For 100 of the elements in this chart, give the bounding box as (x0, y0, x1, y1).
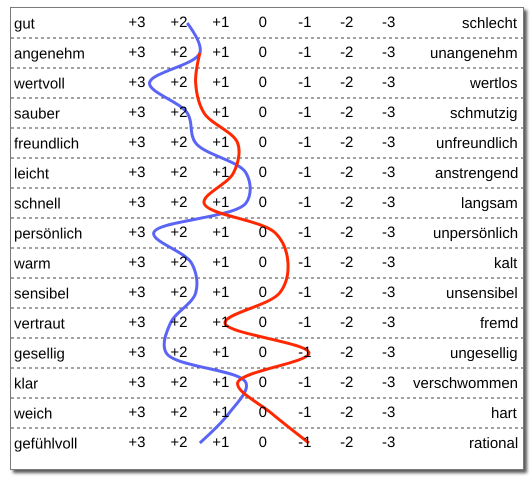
text: 0 (258, 374, 267, 391)
text: +2 (170, 194, 188, 211)
text: -1 (298, 254, 312, 271)
text: +1 (212, 134, 230, 151)
y2-tick-label: schlecht (462, 15, 518, 32)
x-tick-label: -2 (340, 14, 354, 31)
text: +2 (170, 224, 188, 241)
y2-tick-label: ungesellig (450, 345, 518, 362)
y2-tick-label: hart (491, 405, 518, 422)
text: +2 (170, 374, 188, 391)
text: -2 (340, 344, 354, 361)
text: -3 (382, 314, 396, 331)
text: +3 (128, 404, 146, 421)
y-tick-label: klar (14, 375, 38, 392)
text: -3 (382, 104, 396, 121)
text: 0 (258, 224, 267, 241)
text: 0 (258, 404, 267, 421)
text: +2 (170, 164, 188, 181)
text: +1 (212, 44, 230, 61)
y2-tick-label: unpersönlich (433, 225, 518, 242)
y2-tick-label: rational (469, 435, 518, 452)
text: +2 (170, 404, 188, 421)
text: -2 (340, 284, 354, 301)
text: +3 (128, 104, 146, 121)
text: -1 (298, 104, 312, 121)
x-tick-label: +3 (128, 14, 146, 31)
text: -2 (340, 434, 354, 451)
y-tick-label: persönlich (14, 225, 82, 242)
y2-tick-label: verschwommen (413, 375, 518, 392)
text: -1 (298, 164, 312, 181)
text: -1 (298, 224, 312, 241)
text: -2 (340, 224, 354, 241)
text: -3 (382, 254, 396, 271)
x-tick-label: 0 (258, 14, 267, 31)
y2-tick-label: unsensibel (446, 285, 518, 302)
text: +3 (128, 164, 146, 181)
text: 0 (258, 344, 267, 361)
text: -2 (340, 44, 354, 61)
text: +1 (212, 74, 230, 91)
y-tick-label: gut (14, 15, 36, 32)
text: 0 (258, 434, 267, 451)
text: +1 (212, 164, 230, 181)
text: +3 (128, 374, 146, 391)
text: -3 (382, 134, 396, 151)
text: +3 (128, 434, 146, 451)
text: +2 (170, 134, 188, 151)
text: +2 (170, 434, 188, 451)
y2-tick-label: fremd (480, 315, 518, 332)
text: 0 (258, 254, 267, 271)
x-tick-label: -3 (382, 14, 396, 31)
text: +1 (212, 254, 230, 271)
text: +2 (170, 284, 188, 301)
text: -1 (298, 194, 312, 211)
x-tick-label: +1 (212, 14, 230, 31)
text: +1 (212, 104, 230, 121)
text: +2 (170, 104, 188, 121)
y-tick-label: warm (13, 255, 51, 272)
y-tick-label: sauber (14, 105, 60, 122)
text: +2 (170, 74, 188, 91)
text: -2 (340, 104, 354, 121)
text: +1 (212, 194, 230, 211)
text: -3 (382, 344, 396, 361)
text: +3 (128, 254, 146, 271)
text: -3 (382, 164, 396, 181)
text: -3 (382, 284, 396, 301)
text: -1 (298, 374, 312, 391)
text: +1 (212, 404, 230, 421)
text: -2 (340, 404, 354, 421)
text: -2 (340, 254, 354, 271)
text: +1 (212, 434, 230, 451)
text: -3 (382, 74, 396, 91)
x-tick-label: +2 (170, 14, 188, 31)
text: -3 (382, 224, 396, 241)
text: -1 (298, 134, 312, 151)
text: -3 (382, 194, 396, 211)
y-tick-label: weich (13, 405, 52, 422)
text: +3 (128, 134, 146, 151)
y-tick-label: vertraut (14, 315, 66, 332)
y-tick-label: sensibel (14, 285, 70, 302)
text: 0 (258, 314, 267, 331)
y2-tick-label: anstrengend (435, 165, 518, 182)
text: +2 (170, 254, 188, 271)
text: -1 (298, 74, 312, 91)
y2-tick-label: unfreundlich (436, 135, 518, 152)
text: -2 (340, 164, 354, 181)
text: +2 (170, 44, 188, 61)
text: -3 (382, 44, 396, 61)
text: +3 (128, 314, 146, 331)
y2-tick-label: unangenehm (430, 45, 518, 62)
text: +3 (128, 284, 146, 301)
y-tick-label: leicht (14, 165, 50, 182)
text: 0 (258, 134, 267, 151)
text: -3 (382, 374, 396, 391)
y2-tick-label: kalt (494, 255, 518, 272)
text: +2 (170, 344, 188, 361)
text: -2 (340, 74, 354, 91)
y-tick-label: freundlich (14, 135, 80, 152)
x-tick-label: -1 (298, 14, 312, 31)
y2-tick-label: langsam (461, 195, 518, 212)
text: +3 (128, 74, 146, 91)
